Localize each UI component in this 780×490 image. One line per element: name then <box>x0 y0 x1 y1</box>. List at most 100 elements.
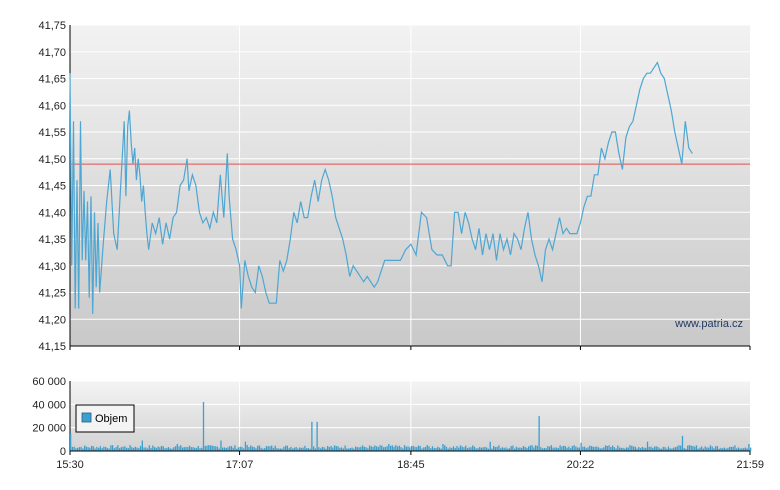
volume-bar <box>484 446 486 451</box>
volume-bar <box>526 447 528 451</box>
volume-y-axis: 0 20 000 40 000 60 000 <box>32 376 71 458</box>
volume-bar <box>89 447 91 451</box>
volume-bar <box>505 447 507 451</box>
volume-bar <box>204 445 206 451</box>
volume-bar <box>470 447 472 451</box>
volume-bar <box>748 444 750 451</box>
volume-bar <box>398 445 400 451</box>
volume-bar <box>589 445 591 451</box>
volume-bar <box>307 448 310 451</box>
volume-bar <box>97 447 100 451</box>
volume-bar <box>655 446 657 451</box>
volume-bar <box>115 447 117 451</box>
volume-bar <box>225 447 227 451</box>
volume-bar <box>78 447 81 451</box>
volume-bar <box>370 446 372 451</box>
volume-bar <box>108 448 110 451</box>
volume-bar <box>416 447 418 451</box>
volume-bar <box>508 448 511 451</box>
volume-bar <box>736 448 738 451</box>
volume-bar <box>424 447 427 451</box>
volume-bar <box>594 446 596 451</box>
volume-bar <box>699 447 701 451</box>
volume-bar <box>319 448 322 451</box>
volume-bar <box>519 447 521 451</box>
volume-bar <box>507 448 509 451</box>
volume-bar <box>466 448 469 451</box>
volume-bar <box>332 447 334 451</box>
volume-bar <box>321 447 324 451</box>
volume-bar <box>590 446 593 451</box>
volume-bar <box>146 448 149 451</box>
volume-bar <box>521 447 523 451</box>
volume-bar <box>578 447 580 451</box>
volume-bar <box>143 447 145 451</box>
volume-bar <box>384 446 386 451</box>
volume-bar <box>299 447 301 451</box>
volume-bar <box>174 446 177 451</box>
volume-bar <box>676 446 678 451</box>
volume-bar <box>568 446 570 451</box>
volume-bar <box>243 448 245 451</box>
volume-bar <box>701 446 703 451</box>
volume-bar <box>368 445 371 451</box>
volume-bar <box>463 447 465 451</box>
volume-bar <box>325 448 327 451</box>
volume-bar <box>159 447 161 451</box>
volume-bar <box>80 446 82 451</box>
volume-bar <box>276 448 278 451</box>
volume-bar <box>659 448 661 451</box>
volume-bar <box>636 448 638 451</box>
volume-bar <box>290 446 292 451</box>
volume-bar <box>292 448 294 451</box>
volume-bar <box>250 445 252 451</box>
volume-bar <box>708 447 710 451</box>
volume-bar <box>122 446 124 451</box>
volume-bar <box>575 446 577 451</box>
volume-bar <box>438 447 441 451</box>
volume-bar <box>316 421 318 451</box>
price-y-tick-label: 41,60 <box>38 100 66 112</box>
volume-bar <box>201 447 203 451</box>
volume-bar <box>433 448 435 451</box>
volume-bar <box>134 446 136 451</box>
volume-bar <box>199 448 201 451</box>
volume-bar <box>326 445 329 451</box>
volume-bar <box>360 446 362 451</box>
volume-bar <box>596 446 598 451</box>
volume-bar <box>374 445 376 451</box>
volume-bar <box>192 447 194 451</box>
volume-bar <box>262 448 264 451</box>
volume-bar <box>465 445 467 451</box>
volume-bar <box>138 448 140 451</box>
volume-bar <box>311 421 313 451</box>
volume-bar <box>564 446 566 451</box>
volume-bar <box>680 445 682 451</box>
volume-bar <box>237 447 240 451</box>
volume-bar <box>501 447 504 451</box>
volume-bar <box>377 447 379 451</box>
volume-bar <box>229 446 231 451</box>
volume-bar <box>557 448 560 451</box>
volume-bar <box>706 447 708 451</box>
volume-bar <box>187 447 189 451</box>
volume-bar <box>190 447 192 451</box>
price-y-tick-label: 41,20 <box>38 314 66 326</box>
volume-bar <box>264 448 266 451</box>
volume-bar <box>737 447 740 451</box>
volume-bar <box>681 435 684 451</box>
volume-bar <box>512 445 514 451</box>
volume-bar <box>305 448 308 451</box>
volume-bar <box>381 445 383 451</box>
volume-bar <box>458 447 460 451</box>
volume-y-tick-label: 0 <box>60 446 66 458</box>
volume-bar <box>604 445 607 451</box>
volume-bar <box>382 447 385 451</box>
volume-bar <box>522 446 525 451</box>
volume-bar <box>176 444 178 451</box>
volume-bar <box>269 446 271 451</box>
price-y-tick-label: 41,30 <box>38 261 66 273</box>
volume-bar <box>725 448 727 451</box>
volume-bar <box>664 447 666 451</box>
volume-bar <box>615 448 617 451</box>
